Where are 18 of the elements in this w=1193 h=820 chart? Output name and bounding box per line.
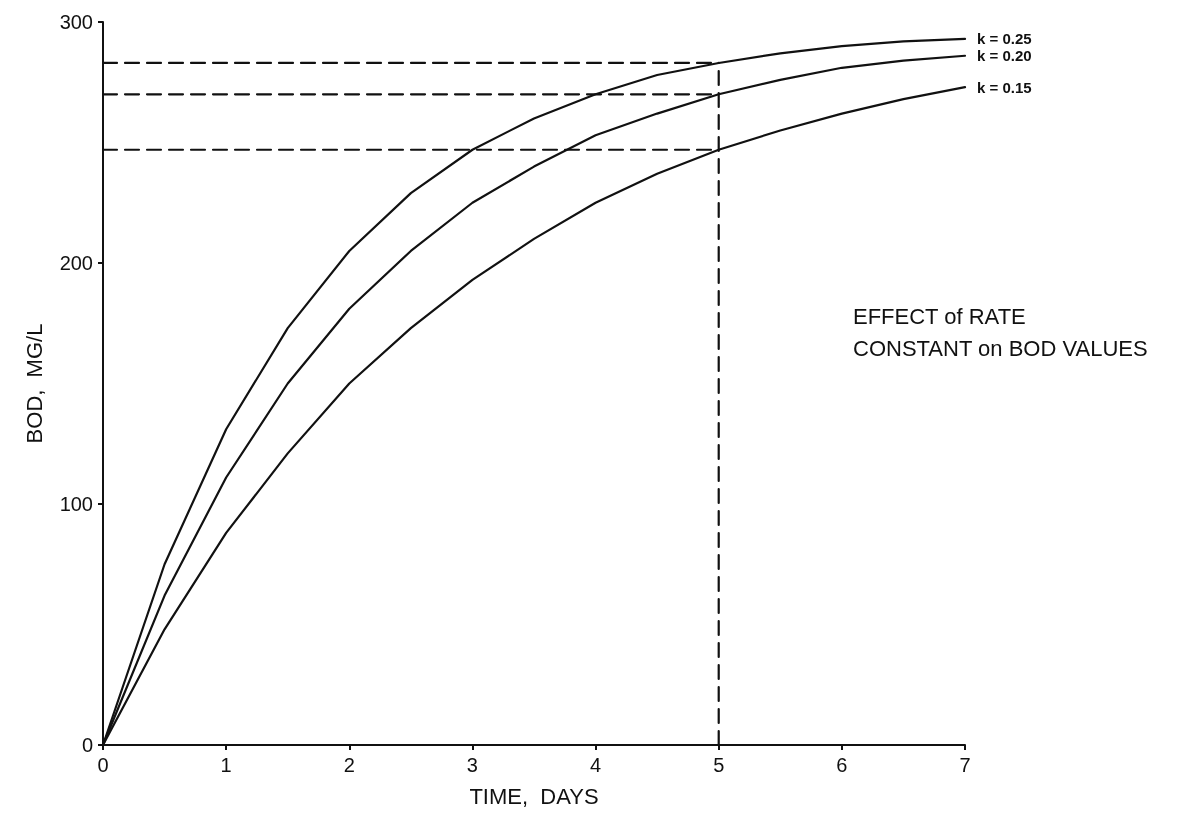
series-label: k = 0.25 xyxy=(977,30,1032,48)
series-label: k = 0.20 xyxy=(977,47,1032,65)
x-tick-label: 3 xyxy=(466,754,478,776)
series-label: k = 0.15 xyxy=(977,78,1032,96)
annotation: EFFECT of RATE CONSTANT on BOD VALUES xyxy=(853,303,1148,361)
x-tick-label: 1 xyxy=(220,754,232,776)
y-tick-label: 300 xyxy=(59,11,93,33)
x-tick-label: 4 xyxy=(590,754,602,776)
x-tick-label: 2 xyxy=(343,754,355,776)
y-axis-title: BOD, MG/L xyxy=(21,323,47,444)
y-tick-label: 200 xyxy=(59,252,93,274)
y-tick-label: 100 xyxy=(59,493,93,515)
y-tick-label: 0 xyxy=(81,734,93,756)
x-tick-label: 7 xyxy=(959,754,971,776)
x-axis-title: TIME, DAYS xyxy=(469,783,599,809)
x-tick-label: 6 xyxy=(836,754,848,776)
x-tick-label: 5 xyxy=(713,754,725,776)
x-tick-label: 0 xyxy=(97,754,109,776)
